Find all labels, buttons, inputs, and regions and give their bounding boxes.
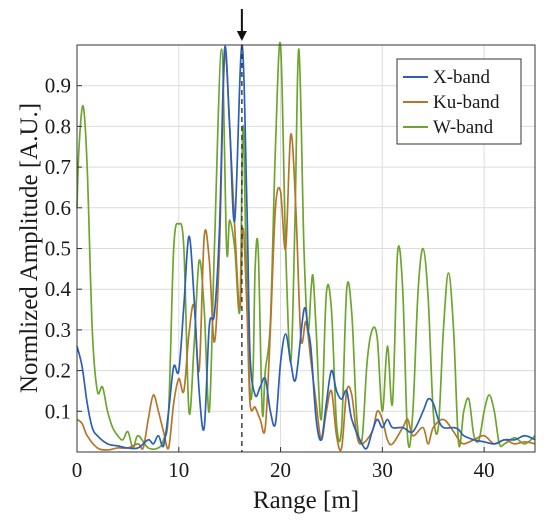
y-tick-label: 0.6 [45,196,71,220]
down-arrow-icon [236,31,247,41]
x-tick-label: 20 [270,458,291,482]
series-lines [76,41,536,452]
x-tick-label: 10 [168,458,189,482]
y-tick-label: 0.5 [45,237,71,261]
x-tick-label: 40 [474,458,495,482]
y-axis-label: Normlized Amplitude [A.U.] [16,103,43,393]
y-tick-label: 0.4 [45,277,72,301]
x-tick-label: 30 [372,458,393,482]
y-tick-label: 0.7 [45,155,71,179]
legend: X-band Ku-band W-band [396,58,522,145]
y-tick-label: 0.8 [45,114,71,138]
legend-box [396,58,522,145]
y-tick-label: 0.3 [45,318,71,342]
series-line-x-band [76,44,536,450]
y-tick-label: 0.2 [45,359,71,383]
y-tick-label: 0.1 [45,399,71,423]
legend-label: X-band [433,67,490,88]
grid-lines [76,45,535,452]
x-tick-label: 0 [72,458,83,482]
series-line-ku-band [76,52,536,452]
y-tick-label: 0.9 [45,74,71,98]
y-axis-ticks: 0.1 0.2 0.3 0.4 0.5 0.6 0.7 0.8 0.9 [45,74,82,423]
x-axis-ticks: 0 10 20 30 40 [72,447,495,482]
legend-label: W-band [433,117,494,138]
x-axis-label: Range [m] [253,487,359,514]
legend-label: Ku-band [433,92,500,113]
